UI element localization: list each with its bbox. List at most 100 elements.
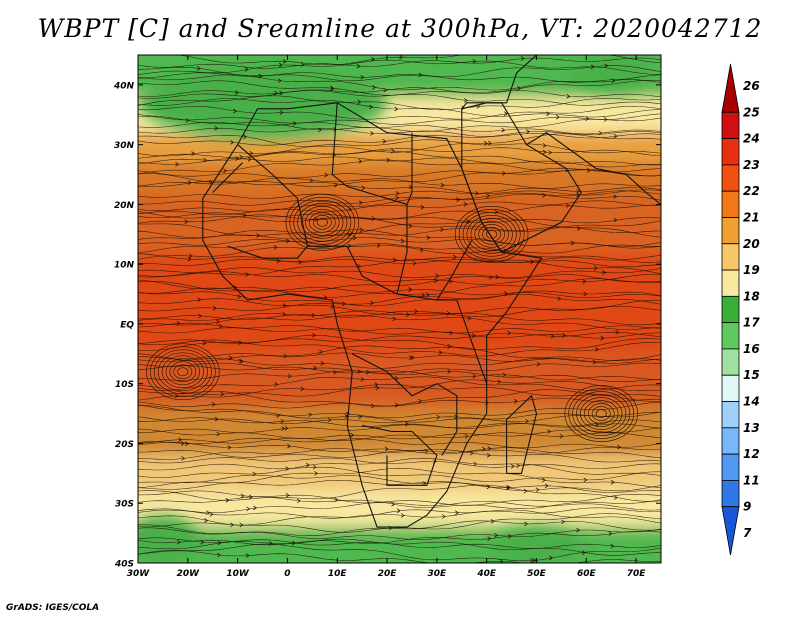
colorbar-swatch: [721, 348, 740, 376]
streamline-swirl: [474, 220, 509, 248]
streamline-arrow: [395, 191, 400, 196]
streamline: [138, 457, 661, 469]
colorbar-label: 13: [743, 421, 760, 435]
streamline-swirl: [595, 409, 607, 418]
streamline-arrow: [371, 56, 375, 62]
streamline: [138, 365, 661, 381]
streamline: [138, 243, 661, 263]
streamline: [138, 339, 661, 357]
streamline-arrow: [371, 216, 376, 221]
streamline-arrow: [309, 178, 314, 183]
streamline-arrow: [196, 66, 201, 71]
streamline-arrow: [497, 379, 502, 385]
wbpt-band: [138, 162, 661, 193]
streamline-arrow: [218, 323, 223, 329]
streamline-arrow: [181, 456, 186, 461]
streamline-arrow: [245, 553, 250, 558]
streamline-arrow: [488, 275, 493, 280]
streamline-arrow: [284, 425, 289, 431]
streamline-arrow: [561, 519, 565, 525]
streamline-swirl: [177, 367, 189, 377]
colorbar-swatch: [721, 480, 740, 508]
streamline: [138, 474, 661, 492]
streamline-swirl: [316, 218, 328, 227]
streamline-arrow: [555, 114, 560, 120]
streamline-arrow: [542, 192, 547, 198]
streamline-arrow: [455, 510, 459, 515]
streamline-arrow: [412, 260, 417, 266]
streamline: [138, 362, 661, 374]
streamline-arrow: [305, 462, 310, 468]
streamline-arrow: [617, 444, 622, 450]
streamline-arrow: [576, 527, 581, 533]
streamline-arrow: [464, 434, 469, 439]
streamline-arrow: [426, 235, 431, 240]
streamline-arrow: [177, 539, 181, 545]
streamline-arrow: [536, 361, 541, 367]
streamline-arrow: [526, 129, 531, 134]
streamline-arrow: [615, 330, 620, 335]
country-boundary: [396, 204, 408, 295]
streamline-arrow: [517, 86, 521, 91]
streamline-arrow: [557, 296, 562, 302]
streamline-arrow: [371, 403, 375, 409]
streamline-arrow: [514, 399, 518, 404]
streamline-arrow: [216, 431, 221, 437]
streamline-swirl: [169, 361, 197, 383]
streamline-arrow: [238, 358, 243, 364]
streamline-arrow: [278, 62, 283, 68]
streamline: [138, 447, 661, 459]
streamline: [138, 139, 661, 157]
streamline-swirl: [165, 358, 201, 386]
streamline: [138, 322, 661, 334]
streamline-arrow: [414, 308, 419, 314]
streamline-arrow: [279, 90, 284, 96]
country-boundary: [237, 144, 298, 199]
wbpt-patch: [491, 527, 582, 563]
streamline-arrow: [418, 72, 423, 78]
streamline-arrow: [314, 471, 319, 476]
streamline-swirl: [285, 194, 359, 251]
streamline-arrow: [300, 62, 305, 68]
streamline-swirl: [150, 346, 216, 398]
streamline-arrow: [375, 385, 380, 391]
lon-tick-label: 40E: [476, 569, 497, 579]
streamline: [138, 241, 661, 254]
streamline-swirl: [301, 206, 344, 239]
streamline-arrow: [187, 256, 192, 262]
streamline-arrow: [524, 521, 529, 527]
streamline-arrow: [281, 426, 286, 431]
streamline-swirl: [157, 352, 208, 392]
streamline-arrow: [503, 111, 508, 116]
lat-tick-label: 30N: [114, 141, 135, 151]
streamline-arrow: [486, 453, 491, 458]
streamline-swirl: [153, 349, 212, 395]
lon-tick-label: 10E: [328, 569, 348, 579]
streamline-arrow: [463, 201, 468, 207]
streamline-arrow: [319, 349, 323, 355]
streamline-arrow: [400, 513, 405, 518]
streamline-arrow: [408, 355, 413, 361]
streamline-swirl: [173, 364, 193, 380]
streamline: [138, 133, 661, 153]
streamline-arrow: [285, 493, 290, 498]
streamline-arrow: [447, 369, 452, 374]
streamline-arrow: [320, 361, 325, 366]
lat-tick-label: 10N: [114, 261, 135, 271]
streamline-arrow: [298, 259, 303, 265]
colorbar-swatch: [721, 243, 740, 271]
streamline-arrow: [566, 94, 571, 99]
streamline-arrow: [185, 118, 190, 123]
streamline: [138, 383, 661, 402]
streamline-arrow: [356, 63, 361, 69]
lon-tick-label: 30E: [428, 569, 448, 579]
streamline-arrow: [490, 519, 495, 524]
colorbar-swatch: [721, 269, 740, 297]
streamline-arrow: [593, 265, 598, 271]
streamline-arrow: [283, 353, 288, 359]
streamline: [138, 237, 661, 249]
streamline-arrow: [174, 393, 179, 399]
streamline: [138, 463, 661, 482]
streamline-arrow: [495, 274, 500, 280]
